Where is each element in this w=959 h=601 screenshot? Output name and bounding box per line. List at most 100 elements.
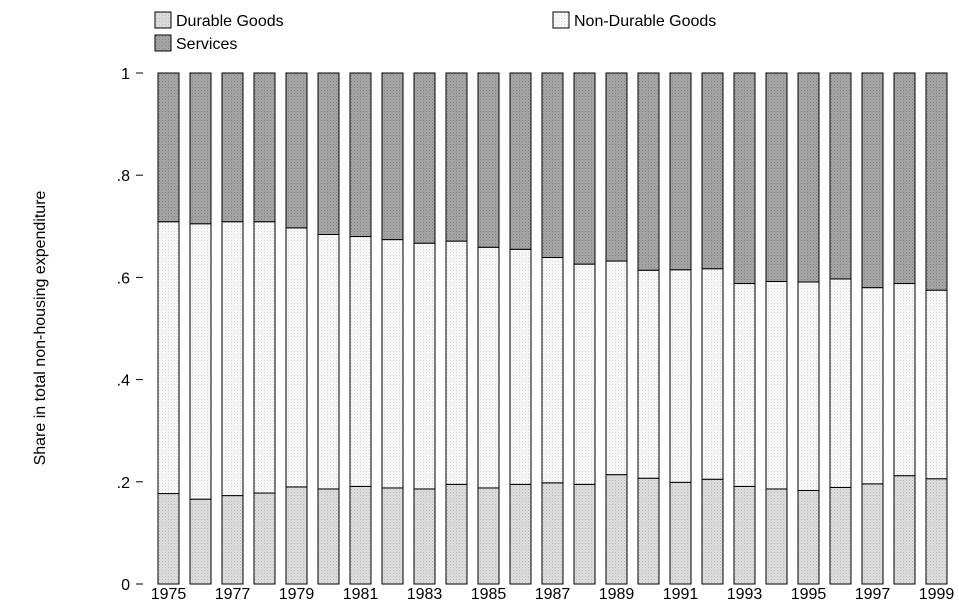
x-tick-label: 1989 xyxy=(599,586,635,601)
bar-stack xyxy=(381,72,404,585)
bar-stack xyxy=(605,72,628,585)
y-tick-label: .6 xyxy=(117,270,130,287)
bar-segment-nondurable xyxy=(285,227,308,488)
x-tick-label: 1975 xyxy=(151,586,187,601)
bar-stack xyxy=(765,72,788,585)
bar-stack xyxy=(221,72,244,585)
bar-segment-nondurable xyxy=(317,233,340,490)
bar-segment-durable xyxy=(509,483,532,585)
bar-stack xyxy=(317,72,340,585)
bar-segment-durable xyxy=(893,475,916,585)
bar-segment-services xyxy=(637,72,660,271)
bar-segment-nondurable xyxy=(541,256,564,484)
bar-segment-services xyxy=(541,72,564,258)
bar-stack xyxy=(861,72,884,585)
bar-segment-services xyxy=(285,72,308,229)
bar-stack xyxy=(253,72,276,585)
bar-segment-nondurable xyxy=(349,236,372,487)
bar-stack xyxy=(285,72,308,585)
bar-segment-durable xyxy=(477,487,500,585)
bar-segment-services xyxy=(573,72,596,265)
x-tick-label: 1983 xyxy=(407,586,443,601)
bar-stack xyxy=(893,72,916,585)
bar-segment-durable xyxy=(189,498,212,585)
bar-stack xyxy=(829,72,852,585)
y-tick-label: .2 xyxy=(117,475,130,492)
x-tick-label: 1991 xyxy=(663,586,699,601)
bar-segment-services xyxy=(253,72,276,223)
bar-segment-durable xyxy=(221,495,244,585)
x-axis: 1975 1977 1979 1981 1983 1985 1987 1989 1991 1993… xyxy=(151,586,955,601)
bar-stack xyxy=(573,72,596,585)
bar-segment-nondurable xyxy=(637,269,660,479)
bar-segment-nondurable xyxy=(765,280,788,490)
bar-segment-durable xyxy=(349,485,372,585)
bar-segment-nondurable xyxy=(509,248,532,485)
bar-segment-durable xyxy=(253,492,276,585)
bar-segment-nondurable xyxy=(701,268,724,480)
x-tick-label: 1995 xyxy=(791,586,827,601)
bar-segment-services xyxy=(157,72,180,223)
y-tick-label: 1 xyxy=(121,66,130,83)
x-tick-label: 1979 xyxy=(279,586,315,601)
bar-segment-durable xyxy=(765,488,788,585)
bar-segment-nondurable xyxy=(413,242,436,490)
bar-segment-durable xyxy=(317,488,340,585)
bar-segment-nondurable xyxy=(797,281,820,491)
bar-segment-services xyxy=(221,72,244,223)
bar-segment-nondurable xyxy=(253,221,276,494)
bar-segment-nondurable xyxy=(221,221,244,497)
bar-segment-services xyxy=(893,72,916,285)
y-tick-label: .8 xyxy=(117,168,130,185)
bar-segment-services xyxy=(701,72,724,270)
legend-item-durable: Durable Goods xyxy=(154,11,284,30)
bar-stack xyxy=(189,72,212,585)
bar-segment-durable xyxy=(637,477,660,585)
x-tick-label: 1997 xyxy=(855,586,891,601)
bar-segment-nondurable xyxy=(477,246,500,489)
bar-segment-nondurable xyxy=(669,269,692,483)
legend-swatch xyxy=(552,11,570,29)
x-tick-label: 1993 xyxy=(727,586,763,601)
bar-stack xyxy=(701,72,724,585)
bar-segment-nondurable xyxy=(733,283,756,487)
bar-stack xyxy=(925,72,948,585)
bar-segment-durable xyxy=(861,483,884,585)
bar-stack xyxy=(509,72,532,585)
legend-item-services: Services xyxy=(154,34,237,53)
bar-segment-durable xyxy=(701,478,724,585)
bar-segment-durable xyxy=(285,486,308,585)
bar-segment-durable xyxy=(541,482,564,585)
bar-segment-nondurable xyxy=(829,278,852,488)
bar-segment-durable xyxy=(157,493,180,585)
y-axis-title: Share in total non-housing expenditure xyxy=(32,190,49,465)
bar-segment-services xyxy=(413,72,436,244)
legend-label: Services xyxy=(176,36,237,53)
x-tick-label: 1985 xyxy=(471,586,507,601)
bar-segment-services xyxy=(669,72,692,271)
bar-segment-services xyxy=(829,72,852,280)
bar-stack xyxy=(669,72,692,585)
x-tick-label: 1999 xyxy=(919,586,955,601)
legend-swatch xyxy=(154,11,172,29)
bars xyxy=(157,72,948,585)
bar-segment-durable xyxy=(669,481,692,585)
bar-stack xyxy=(733,72,756,585)
legend-swatch xyxy=(154,34,172,52)
y-axis: 0 .2 .4 .6 .8 1 xyxy=(117,66,143,594)
bar-segment-durable xyxy=(797,489,820,585)
bar-segment-nondurable xyxy=(573,263,596,485)
bar-stack xyxy=(445,72,468,585)
bar-segment-nondurable xyxy=(925,289,948,480)
x-tick-label: 1987 xyxy=(535,586,571,601)
bar-stack xyxy=(797,72,820,585)
bar-stack xyxy=(349,72,372,585)
bar-segment-nondurable xyxy=(445,240,468,485)
bar-segment-nondurable xyxy=(381,239,404,489)
bar-segment-services xyxy=(861,72,884,289)
x-tick-label: 1977 xyxy=(215,586,251,601)
bar-segment-nondurable xyxy=(861,287,884,485)
x-tick-label: 1981 xyxy=(343,586,379,601)
bar-segment-durable xyxy=(413,488,436,585)
